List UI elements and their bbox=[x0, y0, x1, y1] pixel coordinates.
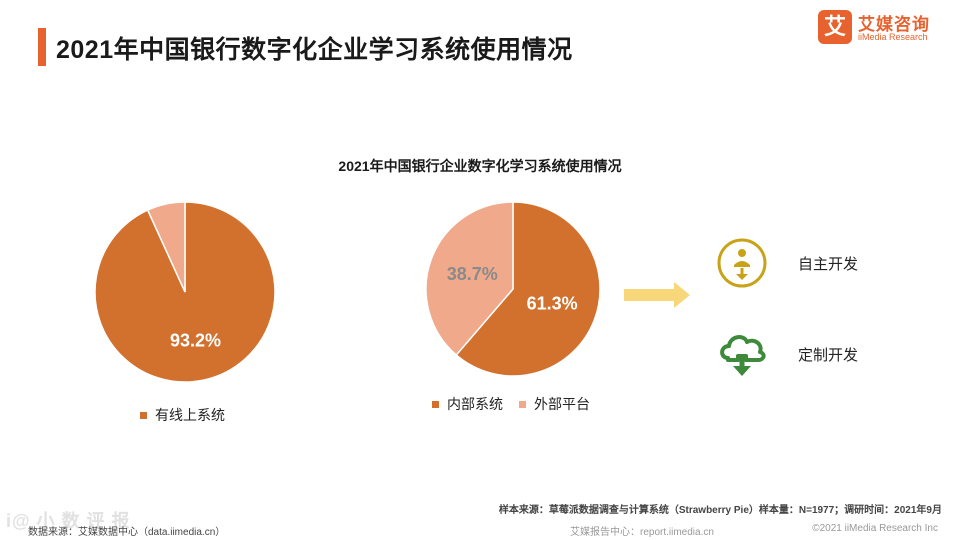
logo-mark: 艾 bbox=[818, 10, 852, 44]
logo-name-en: iiMedia Research bbox=[858, 32, 928, 42]
side-label-custom-developed: 定制开发 bbox=[798, 347, 859, 364]
watermark: i@ 小 数 评 报 bbox=[6, 511, 131, 531]
page-title: 2021年中国银行数字化企业学习系统使用情况 bbox=[56, 36, 573, 64]
legend-label: 外部平台 bbox=[534, 396, 590, 412]
right-arrow-icon bbox=[624, 282, 690, 308]
chart-title: 2021年中国银行企业数字化学习系统使用情况 bbox=[338, 158, 622, 174]
person-download-icon bbox=[717, 238, 767, 288]
legend-swatch bbox=[140, 411, 147, 419]
copyright-note: ©2021 iiMedia Research Inc bbox=[812, 523, 938, 534]
data-source-note: 数据来源：艾媒数据中心（data.iimedia.cn） bbox=[28, 527, 226, 538]
pie1-legend: 有线上系统 bbox=[140, 405, 241, 425]
sample-source-note: 样本来源：草莓派数据调查与计算系统（Strawberry Pie）样本量：N=1… bbox=[498, 505, 942, 516]
pie-slice-0 bbox=[455, 201, 601, 377]
legend-item-online-system: 有线上系统 bbox=[140, 405, 225, 425]
legend-label: 有线上系统 bbox=[155, 407, 225, 423]
legend-swatch bbox=[432, 400, 439, 408]
legend-swatch bbox=[519, 400, 526, 408]
cloud-download-icon bbox=[720, 335, 766, 376]
logo-name-cn: 艾媒咨询 bbox=[858, 15, 930, 34]
legend-item-external-platform: 外部平台 bbox=[519, 394, 590, 414]
pie-chart-system-type: 61.3% 38.7% bbox=[425, 201, 601, 377]
pie-slice-label-0: 61.3% bbox=[527, 294, 578, 314]
pie-chart-online-system: 93.2% bbox=[94, 201, 276, 383]
iimedia-logo: 艾 艾媒咨询 iiMedia Research bbox=[818, 10, 948, 46]
title-accent-bar bbox=[38, 28, 46, 66]
side-label-self-developed: 自主开发 bbox=[798, 256, 859, 273]
pie2-legend: 内部系统 外部平台 bbox=[432, 394, 606, 414]
report-center-link[interactable]: 艾媒报告中心：report.iimedia.cn bbox=[570, 527, 714, 538]
pie-slice-1 bbox=[146, 201, 186, 293]
pie-slice-label-1: 38.7% bbox=[447, 264, 498, 284]
pie-slice-label-0: 93.2% bbox=[170, 330, 221, 350]
legend-item-internal-system: 内部系统 bbox=[432, 394, 503, 414]
pie-slice-1 bbox=[425, 201, 514, 357]
legend-label: 内部系统 bbox=[447, 396, 503, 412]
